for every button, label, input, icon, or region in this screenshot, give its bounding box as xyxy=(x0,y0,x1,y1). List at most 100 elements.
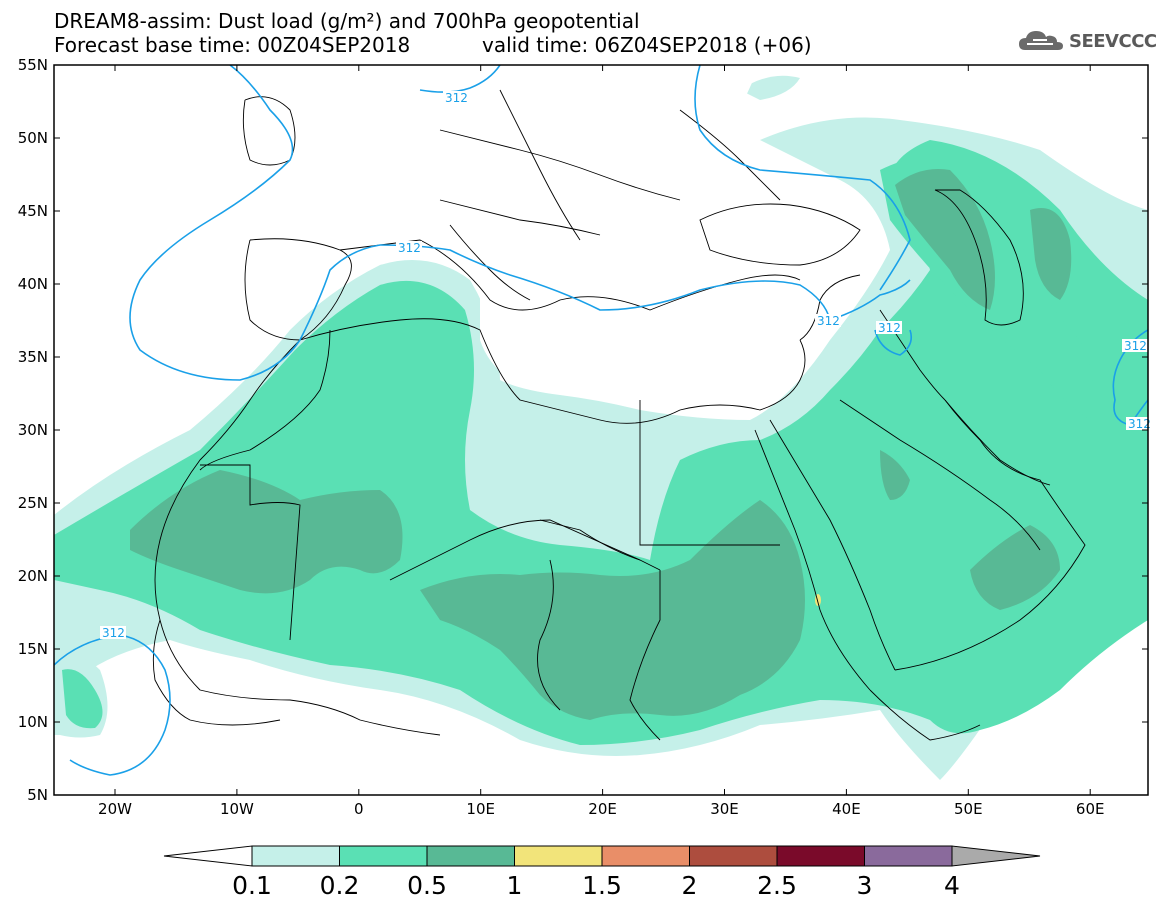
lon-label: 40E xyxy=(832,800,861,818)
contour-label-2: 312 xyxy=(398,241,421,255)
colorbar-label: 4 xyxy=(944,871,960,900)
contour-label-5: 312 xyxy=(1124,339,1147,353)
longitude-axis: 20W 10W 0 10E 20E 30E 40E 50E 60E xyxy=(98,65,1104,818)
contour-label-bg-6 xyxy=(1126,417,1148,430)
lon-label: 50E xyxy=(954,800,983,818)
contour-312-main xyxy=(129,65,911,381)
lon-label: 20E xyxy=(588,800,617,818)
coast-redsea-west xyxy=(754,429,871,691)
clear-north-europe xyxy=(280,65,760,260)
colorbar-label: 0.2 xyxy=(319,871,360,900)
lat-label: 35N xyxy=(18,348,48,366)
lon-label: 10E xyxy=(466,800,495,818)
lon-label: 30E xyxy=(710,800,739,818)
border-europe-3 xyxy=(499,89,581,241)
contour-label-3: 312 xyxy=(817,314,840,328)
border-saudi xyxy=(839,399,1041,551)
coastlines xyxy=(152,89,1086,741)
colorbar-lower-triangle xyxy=(163,845,253,867)
coast-levant xyxy=(799,274,861,341)
dust-level-dense-caspian xyxy=(1030,208,1072,300)
colorbar-swatch xyxy=(251,845,340,867)
border-horn xyxy=(869,689,981,741)
contour-label-bg-4 xyxy=(876,321,902,334)
border-libya-egypt xyxy=(639,400,780,546)
valid-time-text: valid time: 06Z04SEP2018 (+06) xyxy=(482,33,812,57)
lat-label: 55N xyxy=(18,56,48,74)
logo-text: SEEVCCC xyxy=(1069,31,1157,52)
dust-level-dense-central xyxy=(420,500,805,720)
colorbar-swatch xyxy=(864,845,953,867)
coast-persian-gulf xyxy=(944,399,1051,486)
contour-label-bg-2 xyxy=(396,241,422,254)
contour-312-nw xyxy=(419,65,501,93)
colorbar-label: 1.5 xyxy=(582,871,622,900)
map-title: DREAM8-assim: Dust load (g/m²) and 700hP… xyxy=(54,9,640,33)
dust-fields xyxy=(54,65,1148,780)
contour-label-4: 312 xyxy=(878,321,901,335)
contour-label-bg-7 xyxy=(100,626,126,639)
contour-312-loop xyxy=(874,329,913,356)
contour-label-6: 312 xyxy=(1128,417,1151,431)
dust-level-dense-west xyxy=(130,470,403,594)
colorbar-swatch xyxy=(514,845,603,867)
colorbar xyxy=(163,845,1041,867)
colorbar-swatch xyxy=(426,845,515,867)
colorbar-label: 0.1 xyxy=(232,871,272,900)
colorbar-swatch xyxy=(776,845,865,867)
coast-italy xyxy=(449,224,531,301)
base-time: Forecast base time: 00Z04SEP2018 valid ti… xyxy=(54,33,812,57)
contour-312-north xyxy=(694,65,911,291)
colorbar-label: 2.5 xyxy=(757,871,797,900)
coast-black-sea xyxy=(699,203,861,266)
lat-label: 50N xyxy=(18,129,48,147)
border-morocco-algeria xyxy=(199,329,331,471)
contour-label-7: 312 xyxy=(102,626,125,640)
colorbar-swatch xyxy=(339,845,428,867)
contour-label-bg-3 xyxy=(815,314,841,327)
lat-label: 30N xyxy=(18,421,48,439)
contour-label-bg-5 xyxy=(1122,339,1148,352)
border-sahara xyxy=(200,464,301,641)
latitude-axis: 55N 50N 45N 40N 35N 30N 25N 20N 15N 10N 5N xyxy=(18,56,1148,804)
clear-mediterranean xyxy=(480,270,813,395)
geopotential-contours xyxy=(54,65,1148,776)
lat-label: 25N xyxy=(18,494,48,512)
lat-label: 5N xyxy=(27,786,48,804)
lat-label: 10N xyxy=(18,713,48,731)
coast-caspian xyxy=(934,189,1024,326)
lon-label: 20W xyxy=(98,800,132,818)
coast-redsea-east xyxy=(769,419,896,671)
base-time-text: Forecast base time: 00Z04SEP2018 xyxy=(54,33,411,57)
dust-level-dense-iran xyxy=(895,169,995,310)
border-sudan xyxy=(629,570,661,741)
lat-label: 20N xyxy=(18,567,48,585)
dust-level-medium-west xyxy=(62,669,103,729)
border-russia xyxy=(679,109,781,201)
border-europe-2 xyxy=(439,199,601,236)
colorbar-upper-triangle xyxy=(951,845,1041,867)
lon-label: 10W xyxy=(220,800,254,818)
lon-label: 60E xyxy=(1076,800,1105,818)
lat-label: 45N xyxy=(18,202,48,220)
dust-level-medium-main xyxy=(54,140,1148,745)
border-chad-sudan xyxy=(537,559,561,711)
colorbar-label: 2 xyxy=(681,871,698,900)
colorbar-swatch xyxy=(601,845,690,867)
cloud-icon xyxy=(1019,31,1063,50)
dust-level-dense-ne xyxy=(880,450,910,500)
border-mali-niger xyxy=(389,519,641,581)
lat-label: 40N xyxy=(18,275,48,293)
coast-africa-north xyxy=(299,318,806,424)
lon-label: 0 xyxy=(354,800,364,818)
seevccc-logo: SEEVCCC xyxy=(1017,26,1157,54)
contour-labels: 312 312 312 312 312 312 312 xyxy=(100,91,1151,640)
contour-label-bg-1 xyxy=(443,91,469,104)
border-europe-1 xyxy=(439,129,681,201)
contour-label-1: 312 xyxy=(445,91,468,105)
lat-label: 15N xyxy=(18,640,48,658)
colorbar-swatch xyxy=(689,845,778,867)
colorbar-label: 0.5 xyxy=(407,871,447,900)
colorbar-label: 1 xyxy=(506,871,523,900)
